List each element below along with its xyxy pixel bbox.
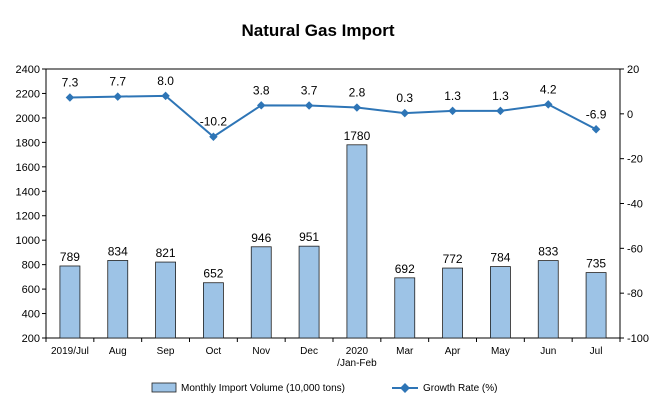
bar-value-label: 652 (203, 267, 223, 281)
legend-bar-label: Monthly Import Volume (10,000 tons) (181, 383, 345, 394)
bar-value-label: 772 (443, 252, 463, 266)
x-tick-label: May (491, 346, 510, 357)
bar (203, 282, 224, 339)
bar-value-label: 784 (490, 251, 510, 265)
growth-rate-point (496, 106, 505, 116)
y-left-tick-label: 200 (22, 333, 40, 345)
plot-frame (45, 68, 621, 339)
bar (394, 277, 416, 339)
x-tick-label: 2020 (346, 346, 369, 357)
y-left-tick-label: 1400 (16, 186, 40, 198)
x-tick-label: Mar (396, 346, 414, 357)
legend-bar-swatch (151, 382, 177, 393)
growth-rate-point (161, 91, 170, 101)
bar-value-label: 789 (60, 250, 80, 264)
growth-rate-point (400, 108, 409, 118)
y-right-tick-label: -100 (627, 333, 649, 345)
x-tick-label: Jun (540, 346, 556, 357)
bar (250, 246, 272, 339)
bar-value-label: 821 (156, 246, 176, 260)
bar-value-label: 946 (251, 231, 271, 245)
bar (442, 267, 463, 339)
y-left-tick-label: 800 (22, 260, 40, 272)
x-tick-label: Dec (300, 346, 318, 357)
x-tick-label: Nov (252, 346, 270, 357)
x-tick-label: /Jan-Feb (337, 358, 377, 369)
x-tick-label: Oct (206, 346, 222, 357)
growth-rate-point (304, 101, 314, 110)
growth-rate-point (65, 93, 75, 102)
bar (155, 261, 176, 339)
bar-value-label: 834 (108, 244, 128, 258)
bar (585, 272, 607, 339)
chart-title: Natural Gas Import (241, 21, 394, 40)
growth-rate-value-label: -6.9 (586, 107, 607, 121)
legend: Monthly Import Volume (10,000 tons) Grow… (151, 382, 497, 394)
y-left-tick-label: 600 (22, 284, 40, 296)
legend-line-label: Growth Rate (%) (423, 383, 497, 394)
y-left-tick-label: 1800 (16, 137, 40, 149)
growth-rate-point (257, 101, 266, 110)
growth-rate-point (113, 92, 122, 101)
growth-rate-value-label: -10.2 (200, 115, 228, 129)
growth-rate-point (352, 103, 362, 112)
growth-rate-value-label: 0.3 (396, 91, 413, 105)
growth-rate-value-label: 8.0 (157, 74, 174, 88)
bar-value-label: 1780 (344, 129, 371, 143)
y-left-tick-label: 2400 (16, 64, 40, 76)
plot-area: 2004006008001000120014001600180020002200… (16, 64, 650, 369)
growth-rate-value-label: 7.7 (109, 75, 126, 89)
bar (298, 245, 320, 339)
bar (346, 144, 368, 339)
x-tick-label: 2019/Jul (51, 346, 89, 357)
bar (490, 266, 511, 339)
bar (107, 260, 129, 339)
y-left-tick-label: 1600 (16, 162, 40, 174)
growth-rate-line (69, 94, 597, 138)
y-right-tick-label: -60 (627, 243, 643, 255)
y-left-tick-label: 1000 (16, 235, 40, 247)
y-right-tick-label: 0 (627, 109, 633, 121)
growth-rate-point (544, 100, 553, 109)
growth-rate-point (209, 132, 218, 141)
growth-rate-value-label: 1.3 (492, 89, 509, 103)
x-tick-label: Jul (590, 346, 603, 357)
growth-rate-value-label: 3.8 (253, 83, 270, 97)
growth-rate-value-label: 1.3 (444, 89, 461, 103)
legend-line-marker (400, 383, 410, 393)
y-right-tick-label: -20 (627, 154, 643, 166)
growth-rate-value-label: 7.3 (62, 75, 79, 89)
bar (59, 265, 81, 339)
x-tick-label: Sep (157, 346, 175, 357)
bar-value-label: 951 (299, 230, 319, 244)
growth-rate-value-label: 3.7 (301, 84, 318, 98)
growth-rate-point (591, 125, 601, 134)
y-left-tick-label: 2200 (16, 88, 40, 100)
x-tick-label: Aug (109, 346, 127, 357)
growth-rate-point (448, 106, 457, 116)
y-left-tick-label: 1200 (16, 211, 40, 223)
y-left-tick-label: 2000 (16, 113, 40, 125)
y-left-tick-label: 400 (22, 309, 40, 321)
bar-value-label: 833 (538, 245, 558, 259)
y-right-tick-label: -40 (627, 199, 643, 211)
growth-rate-value-label: 2.8 (349, 86, 366, 100)
y-right-tick-label: -80 (627, 288, 643, 300)
y-right-tick-label: 20 (627, 64, 639, 76)
bar-value-label: 735 (586, 257, 606, 271)
bar (537, 260, 559, 339)
x-tick-label: Apr (445, 346, 461, 357)
growth-rate-value-label: 4.2 (540, 82, 557, 96)
bar-value-label: 692 (395, 262, 415, 276)
